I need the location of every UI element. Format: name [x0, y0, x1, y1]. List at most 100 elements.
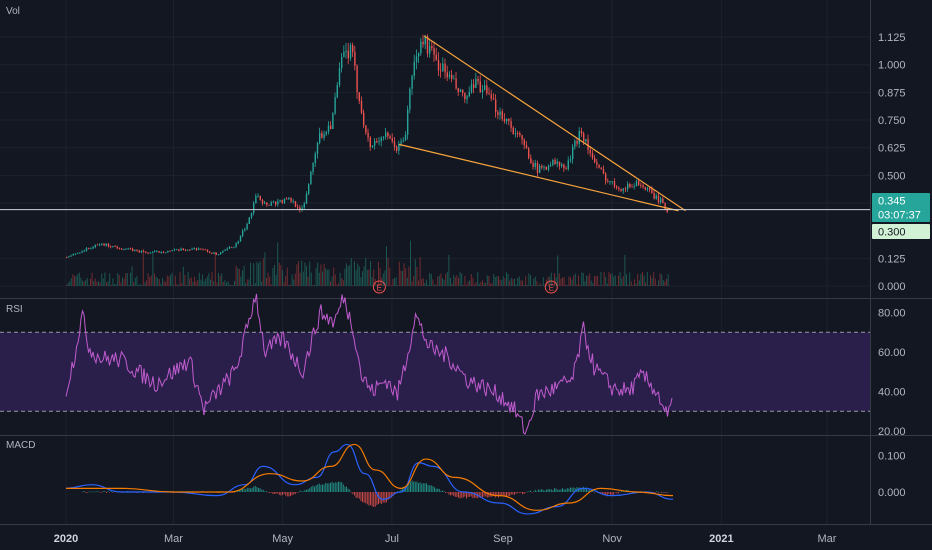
volume-bar [139, 284, 141, 286]
candle-body [193, 248, 195, 249]
volume-bar [587, 275, 589, 286]
candle-body [198, 248, 200, 250]
candle-body [77, 252, 79, 254]
volume-bar [336, 284, 338, 286]
macd-histogram-bar [293, 492, 295, 495]
volume-bar [488, 275, 490, 286]
volume-bar [218, 272, 219, 286]
candle-body [624, 188, 627, 190]
volume-bar [154, 273, 155, 286]
earnings-marker[interactable] [544, 280, 558, 294]
volume-bar [512, 278, 514, 286]
macd-histogram-bar [571, 487, 573, 492]
volume-bar [563, 277, 565, 286]
macd-histogram-bar [661, 492, 663, 494]
candle-body [567, 160, 569, 170]
candle-body [477, 78, 479, 82]
volume-bar [146, 280, 147, 286]
macd-histogram-bar [82, 491, 83, 493]
earnings-marker-label: E [549, 284, 554, 293]
candle-body [387, 132, 389, 137]
volume-bar [86, 277, 88, 286]
volume-bar [584, 281, 586, 286]
macd-histogram-bar [94, 491, 96, 493]
volume-bar [518, 276, 520, 286]
volume-bar [120, 282, 122, 286]
candle-body [134, 249, 136, 252]
volume-bar [80, 277, 82, 286]
candle-body [332, 113, 334, 129]
macd-histogram-bar [296, 492, 298, 493]
volume-bar [237, 267, 239, 286]
volume-bar [410, 240, 411, 286]
candle-body [112, 245, 114, 248]
volume-bar [328, 269, 330, 286]
candle-body [182, 248, 184, 250]
candle-body [204, 249, 206, 251]
volume-bar [418, 280, 419, 286]
macd-histogram-bar [336, 482, 338, 492]
candle-body [640, 184, 642, 186]
candle-body [554, 160, 556, 164]
volume-bar [77, 274, 79, 286]
candle-body [572, 146, 574, 160]
candle-body [160, 252, 162, 253]
macd-histogram-bar [347, 488, 349, 492]
volume-bar [253, 263, 255, 286]
macd-histogram-bar [581, 488, 583, 492]
volume-bar [622, 276, 624, 286]
volume-bar [75, 276, 77, 286]
macd-histogram-bar [427, 485, 429, 492]
macd-histogram-bar [506, 492, 507, 497]
volume-bar [181, 283, 183, 286]
volume-bar [445, 273, 447, 286]
volume-bar [82, 280, 83, 286]
volume-bar [277, 242, 279, 286]
macd-histogram-bar [530, 490, 531, 492]
volume-bar [595, 276, 597, 286]
macd-histogram-bar [558, 489, 560, 492]
price-axis-tick-label: 1.000 [878, 60, 906, 72]
macd-histogram-bar [256, 486, 258, 492]
candle-body [209, 251, 211, 253]
volume-bar [195, 281, 197, 286]
macd-histogram-bar [376, 492, 378, 505]
volume-bar [501, 280, 503, 286]
macd-histogram-bar [443, 491, 445, 492]
macd-histogram-bar [504, 492, 506, 496]
macd-histogram-bar [510, 492, 512, 495]
candle-body [123, 249, 125, 250]
volume-bar [411, 281, 413, 286]
macd-histogram-bar [91, 491, 93, 493]
macd-histogram-bar [368, 492, 370, 506]
macd-histogram-bar [566, 488, 568, 492]
macd-histogram-bar [307, 489, 309, 492]
volume-bar [90, 278, 91, 286]
volume-bar [368, 269, 370, 286]
macd-histogram-bar [301, 491, 303, 492]
macd-histogram-bar [467, 492, 469, 497]
macd-histogram-bar [480, 492, 482, 498]
candle-body [481, 89, 484, 93]
volume-bar [133, 282, 135, 286]
macd-histogram-bar [528, 491, 530, 492]
candle-body [528, 148, 530, 158]
candle-body [116, 246, 118, 249]
candle-body [391, 138, 393, 142]
earnings-marker[interactable] [372, 280, 386, 294]
candle-body [534, 162, 536, 167]
macd-histogram-bar [405, 487, 407, 492]
trendline-lower[interactable] [398, 143, 679, 212]
trendline-upper[interactable] [423, 35, 686, 212]
volume-bar [222, 282, 224, 286]
macd-histogram-bar [269, 492, 271, 494]
volume-bar [298, 261, 299, 286]
candle-body [563, 164, 565, 169]
macd-histogram-bar [416, 481, 418, 492]
candle-body [510, 121, 512, 128]
candle-body [74, 253, 77, 255]
volume-bar [197, 280, 199, 286]
macd-histogram-bar [603, 492, 605, 495]
volume-bar [462, 285, 464, 286]
